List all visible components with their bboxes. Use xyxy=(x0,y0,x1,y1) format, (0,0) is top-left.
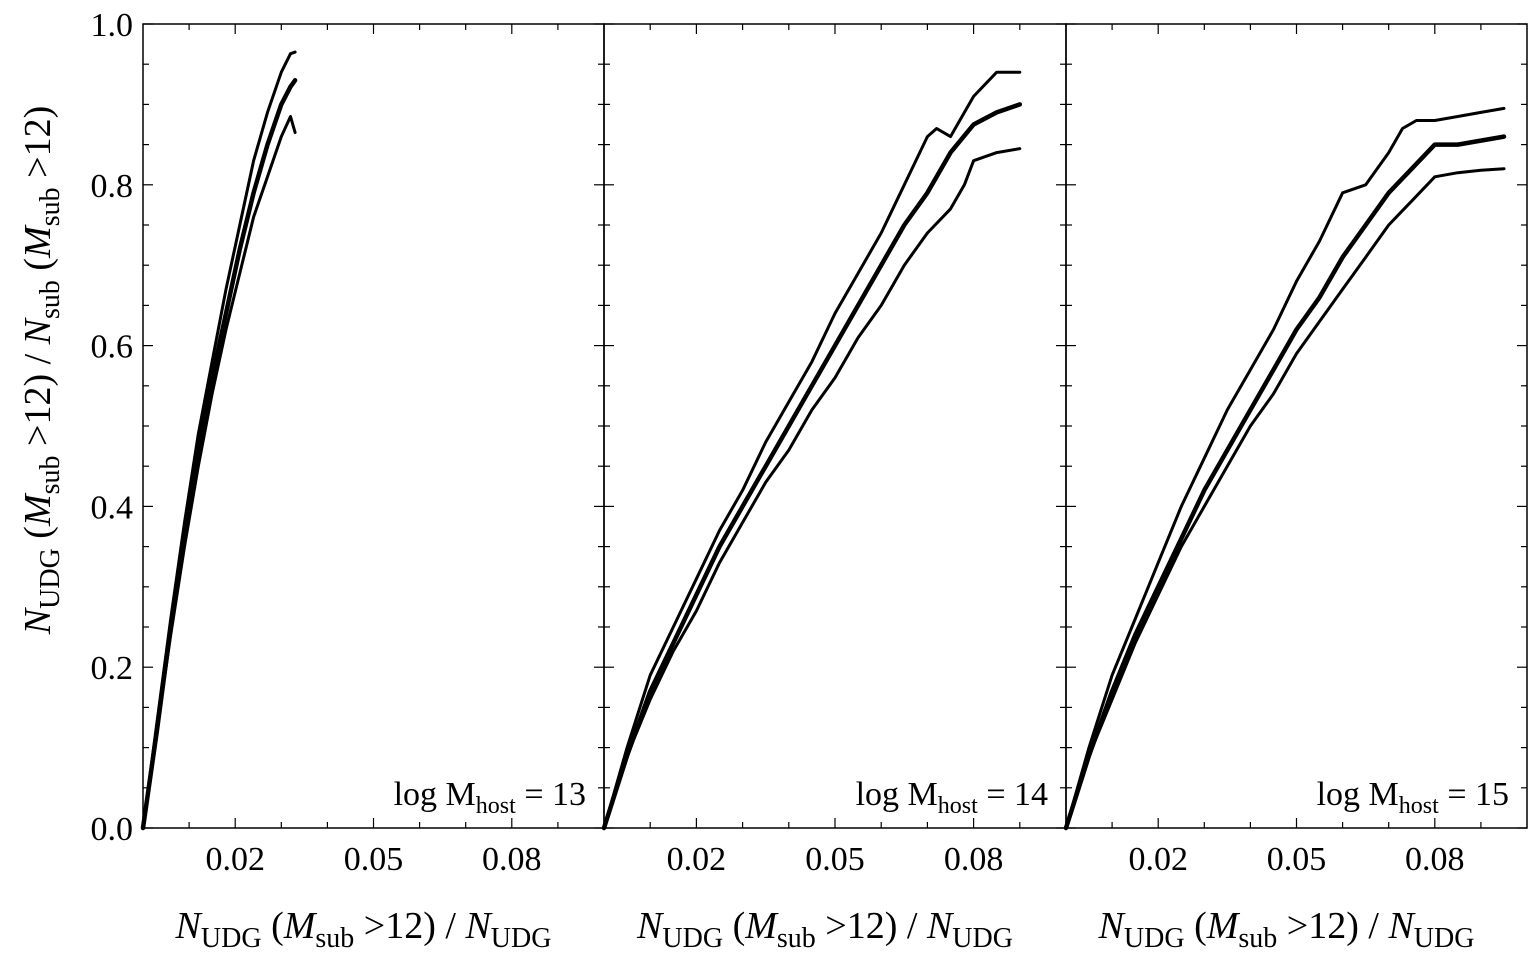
x-label-part-tail: >12) / xyxy=(816,905,927,947)
series-line-lower xyxy=(1064,167,1506,830)
panel-label-prefix: log M xyxy=(856,776,938,813)
y-tick-label: 0.0 xyxy=(91,811,134,848)
series-line-upper xyxy=(602,70,1022,830)
panel-label-prefix: log M xyxy=(394,776,476,813)
x-tick-label: 0.08 xyxy=(1405,841,1465,878)
x-tick-label: 0.08 xyxy=(482,841,542,878)
series-line-lower xyxy=(141,115,297,830)
x-axis-label: NUDG (Msub >12) / NUDG xyxy=(636,905,1013,954)
series-line-upper xyxy=(141,50,297,830)
x-axis-label: NUDG (Msub >12) / NUDG xyxy=(1098,905,1475,954)
series-line-median xyxy=(601,102,1023,831)
panels: 0.02 0.05 0.08 0.0 0.2 0.4 0.6 0.8 1.0 log Mhost … xyxy=(91,7,1528,954)
panel-label-suffix: = 14 xyxy=(978,776,1048,813)
series-line-median xyxy=(1063,134,1507,831)
y-label-part-tail: >12) / xyxy=(17,344,59,455)
plot-frame xyxy=(603,23,1067,829)
y-label-part-m: M xyxy=(17,492,59,527)
panel-label-prefix: log M xyxy=(1317,776,1399,813)
x-tick-label: 0.05 xyxy=(805,841,865,878)
x-label-part-sub1: UDG xyxy=(201,923,262,954)
y-tick-label: 0.6 xyxy=(91,329,134,366)
y-label-part-mid2: ( xyxy=(17,258,59,280)
panel-label-sub: host xyxy=(938,793,978,819)
x-label-part-m: M xyxy=(283,905,318,947)
x-label-part-sub2: sub xyxy=(777,923,816,954)
y-label-part-n: N xyxy=(17,606,59,635)
x-label-part-sub3: UDG xyxy=(491,923,552,954)
panel-label-suffix: = 13 xyxy=(516,776,586,813)
x-label-part-m: M xyxy=(1206,905,1241,947)
x-label-part-sub1: UDG xyxy=(662,923,723,954)
x-tick-label: 0.02 xyxy=(1128,841,1188,878)
panel-label-sub: host xyxy=(476,793,516,819)
x-label-part-sub3: UDG xyxy=(952,923,1013,954)
x-label-part-sub2: sub xyxy=(315,923,354,954)
panel-label: log Mhost = 13 xyxy=(394,776,586,819)
panel-label-sub: host xyxy=(1399,793,1439,819)
x-tick-label: 0.05 xyxy=(344,841,404,878)
series-line-upper xyxy=(1064,106,1506,830)
series-line-median xyxy=(140,78,298,831)
x-label-part-m: M xyxy=(744,905,779,947)
x-label-part-mid: ( xyxy=(1185,905,1207,947)
y-tick-label: 0.2 xyxy=(91,650,134,687)
x-label-part-sub3: UDG xyxy=(1414,923,1475,954)
panel-label: log Mhost = 14 xyxy=(856,776,1048,819)
y-axis-label-text: NUDG (Msub >12) / Nsub (Msub >12) xyxy=(17,106,66,635)
y-label-part-sub3: sub xyxy=(35,280,66,319)
x-tick-label: 0.05 xyxy=(1267,841,1327,878)
panel-label: log Mhost = 15 xyxy=(1317,776,1509,819)
y-label-part-tail2: >12) xyxy=(17,106,59,188)
y-label-part-mid: ( xyxy=(17,526,59,548)
series-line-lower xyxy=(602,147,1022,830)
y-label-part-sub1: UDG xyxy=(35,548,66,609)
y-tick-label: 0.4 xyxy=(91,489,134,526)
x-label-part-n2: N xyxy=(464,905,493,947)
x-label-part-n: N xyxy=(1098,905,1127,947)
x-label-part-mid: ( xyxy=(723,905,745,947)
y-label-part-sub2: sub xyxy=(35,455,66,494)
x-label-part-mid: ( xyxy=(262,905,284,947)
x-axis-label: NUDG (Msub >12) / NUDG xyxy=(175,905,552,954)
plot-frame xyxy=(142,23,605,829)
y-tick-label: 1.0 xyxy=(91,7,134,44)
x-label-part-n2: N xyxy=(926,905,955,947)
x-label-part-n: N xyxy=(175,905,204,947)
x-tick-label: 0.02 xyxy=(205,841,265,878)
y-tick-label: 0.8 xyxy=(91,168,134,205)
panel-1: 0.02 0.05 0.08 0.0 0.2 0.4 0.6 0.8 1.0 log Mhost … xyxy=(91,7,605,954)
x-tick-label: 0.02 xyxy=(667,841,727,878)
y-axis-label: NUDG (Msub >12) / Nsub (Msub >12) xyxy=(17,106,66,635)
x-label-part-sub2: sub xyxy=(1238,923,1277,954)
panel-label-suffix: = 15 xyxy=(1439,776,1509,813)
y-label-part-m2: M xyxy=(17,224,59,259)
y-label-part-n2: N xyxy=(17,316,59,345)
x-tick-label: 0.08 xyxy=(944,841,1004,878)
x-label-part-sub1: UDG xyxy=(1124,923,1185,954)
x-label-part-tail: >12) / xyxy=(354,905,465,947)
x-label-part-n: N xyxy=(636,905,665,947)
x-label-part-tail: >12) / xyxy=(1277,905,1388,947)
x-label-part-n2: N xyxy=(1387,905,1416,947)
y-label-part-sub4: sub xyxy=(35,187,66,226)
